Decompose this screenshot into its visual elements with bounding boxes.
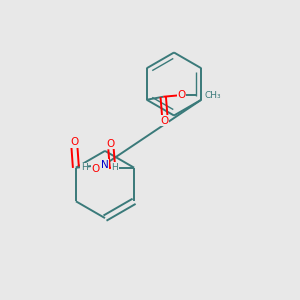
Text: CH₃: CH₃ (204, 91, 221, 100)
Text: O: O (91, 164, 100, 174)
Text: H: H (112, 163, 118, 172)
Text: O: O (178, 90, 186, 100)
Text: O: O (70, 137, 79, 147)
Text: O: O (107, 139, 115, 149)
Text: H: H (81, 163, 88, 172)
Text: N: N (100, 160, 108, 170)
Text: O: O (160, 116, 169, 126)
